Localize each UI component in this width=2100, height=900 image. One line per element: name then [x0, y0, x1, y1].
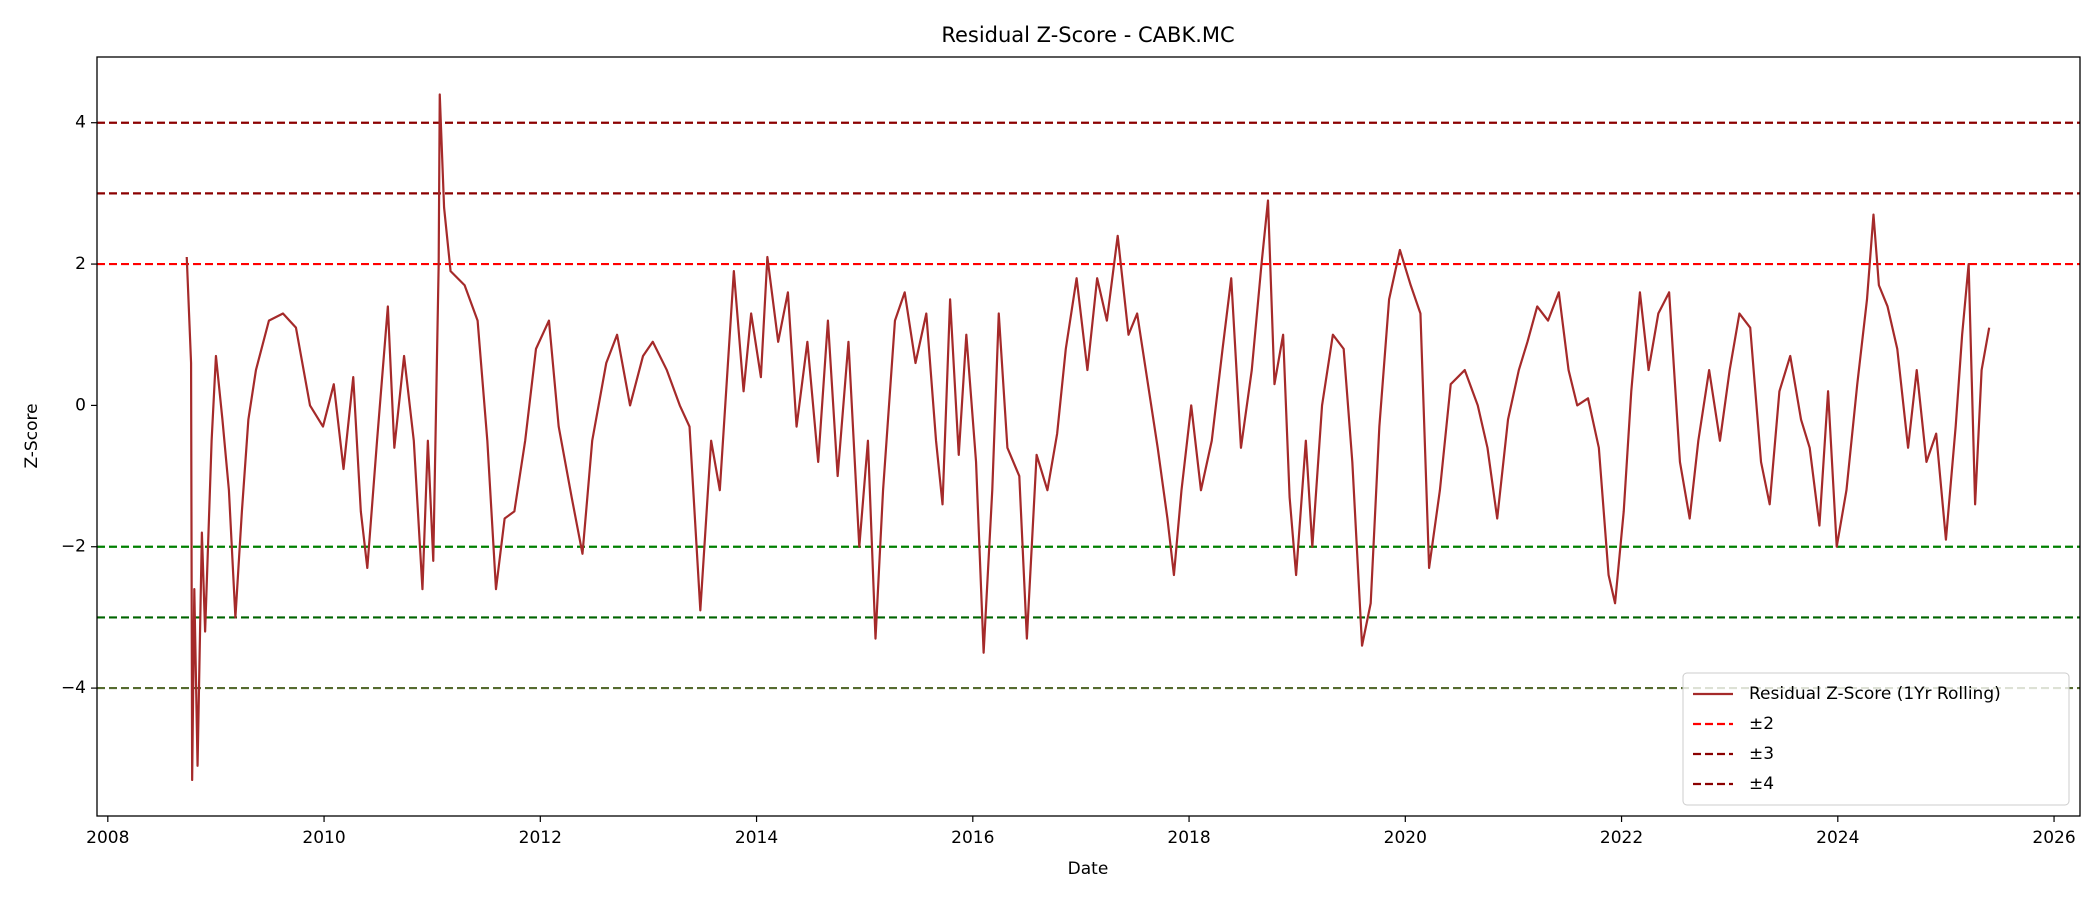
y-tick-label: −4: [61, 678, 86, 698]
legend: Residual Z-Score (1Yr Rolling) ±2 ±3 ±4: [1682, 672, 2070, 806]
legend-label: ±3: [1749, 744, 1774, 764]
y-axis-label: Z-Score: [22, 403, 42, 468]
y-tick-label: 0: [75, 395, 86, 415]
x-tick-label: 2018: [1167, 828, 1210, 848]
x-tick-label: 2010: [302, 828, 345, 848]
x-tick-label: 2008: [86, 828, 129, 848]
data-line: [185, 93, 1991, 782]
plot-frame: [96, 56, 2081, 817]
x-tick-label: 2016: [951, 828, 994, 848]
legend-label: Residual Z-Score (1Yr Rolling): [1749, 684, 2001, 704]
x-tick-label: 2026: [2032, 828, 2075, 848]
legend-label: ±2: [1749, 714, 1774, 734]
legend-label: ±4: [1749, 774, 1774, 794]
y-tick-label: 4: [75, 113, 86, 133]
chart-title: Residual Z-Score - CABK.MC: [941, 23, 1234, 47]
x-tick-label: 2020: [1384, 828, 1427, 848]
y-tick-label: −2: [61, 537, 86, 557]
legend-box: [1682, 672, 2070, 806]
x-tick-label: 2012: [519, 828, 562, 848]
x-axis-label: Date: [1068, 859, 1109, 879]
y-tick-label: 2: [75, 254, 86, 274]
x-tick-label: 2024: [1816, 828, 1859, 848]
x-tick-label: 2014: [735, 828, 778, 848]
x-tick-label: 2022: [1600, 828, 1643, 848]
